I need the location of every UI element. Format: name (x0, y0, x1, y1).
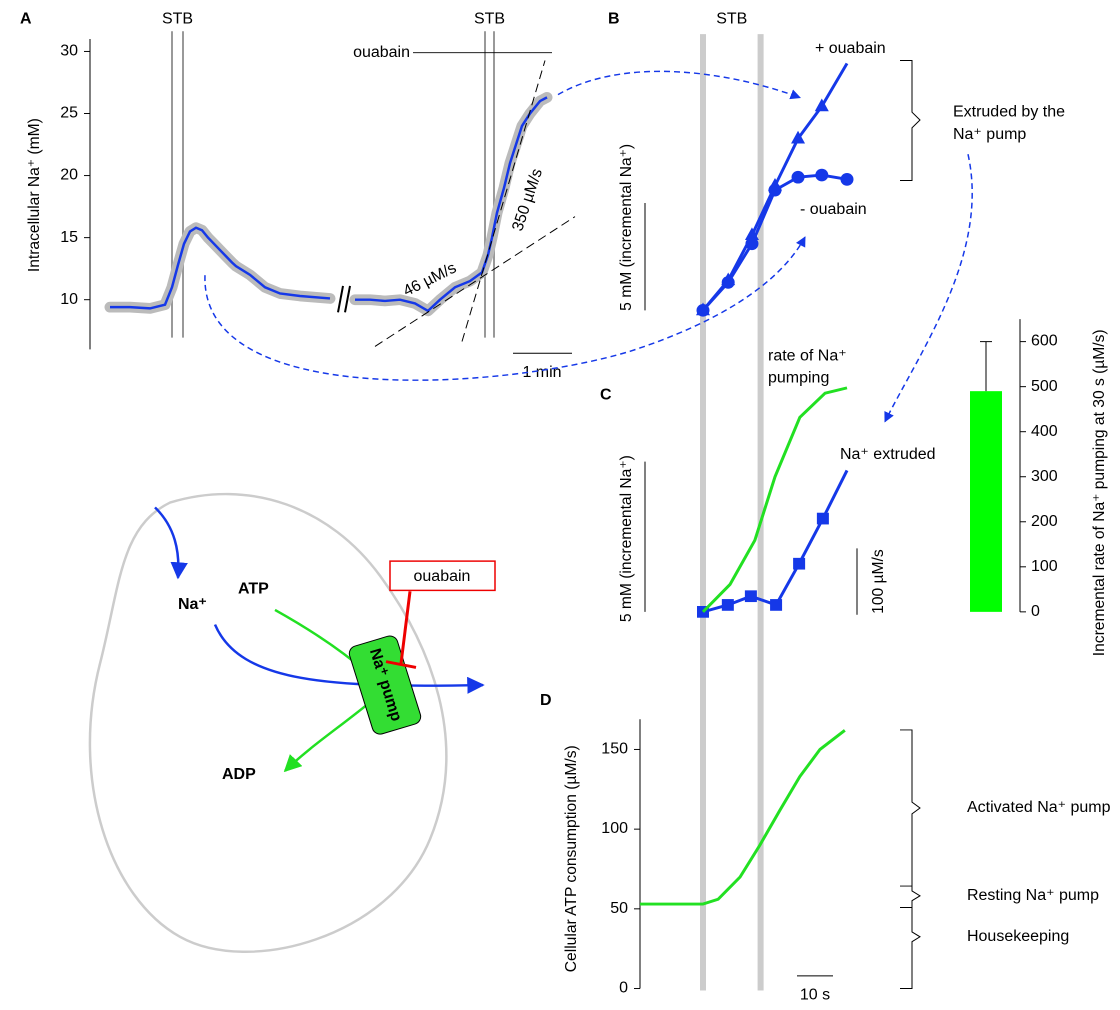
y-axis-label: Incremental rate of Na⁺ pumping at 30 s … (1091, 329, 1108, 656)
inhibition (401, 591, 410, 663)
y-tick-label: 15 (60, 229, 78, 246)
panel-letter: B (608, 11, 620, 28)
event-label: STB (474, 11, 505, 28)
series-label: + ouabain (815, 40, 886, 57)
scale-label: 5 mM (incremental Na⁺) (618, 144, 635, 311)
series-label: pumping (768, 370, 829, 387)
influx-arrow (155, 507, 178, 577)
bar (970, 391, 1002, 612)
data-point (769, 184, 782, 197)
diagram-label: Na⁺ (178, 596, 207, 613)
bracket-label: Housekeeping (967, 928, 1069, 945)
slope-line (375, 217, 575, 347)
connector-arrow (205, 237, 805, 380)
y-tick-label: 100 (601, 820, 628, 837)
y-tick-label: 10 (60, 291, 78, 308)
series-label: Na⁺ extruded (840, 446, 936, 463)
diagram-label: ouabain (414, 568, 471, 585)
connector-arrow (885, 154, 972, 421)
y-tick-label: 25 (60, 105, 78, 122)
series-label: rate of Na⁺ (768, 347, 847, 364)
y-tick-label: 100 (1031, 558, 1058, 575)
bracket-label: Extruded by the (953, 104, 1065, 121)
panel-letter: D (540, 692, 552, 709)
body: {"chart_data":[ {"type":"line","panel":"… (0, 0, 1120, 1010)
data-point (697, 304, 710, 317)
y-tick-label: 500 (1031, 378, 1058, 395)
data-point (722, 276, 735, 289)
y-tick-label: 300 (1031, 468, 1058, 485)
data-point (815, 169, 828, 182)
y-tick-label: 200 (1031, 513, 1058, 530)
bracket (900, 730, 920, 989)
data-point (745, 237, 758, 250)
y-axis-label: Intracellular Na⁺ (mM) (26, 118, 43, 272)
y-tick-label: 50 (610, 900, 628, 917)
scale-label: 100 µM/s (870, 549, 887, 614)
y-tick-label: 400 (1031, 423, 1058, 440)
y-tick-label: 150 (601, 741, 628, 758)
bracket-label: Activated Na⁺ pump (967, 799, 1111, 816)
data-point (722, 599, 734, 611)
y-tick-label: 0 (1031, 603, 1040, 620)
axis-break (338, 286, 343, 312)
series-line (703, 388, 847, 612)
event-label: STB (162, 11, 193, 28)
bracket-label: Na⁺ pump (953, 126, 1027, 143)
y-tick-label: 20 (60, 167, 78, 184)
panel-letter: A (20, 11, 32, 28)
bracket-label: Resting Na⁺ pump (967, 887, 1099, 904)
y-tick-label: 30 (60, 43, 78, 60)
adp-arrow (285, 701, 372, 771)
axis-break (345, 286, 350, 312)
data-point (841, 173, 854, 186)
figure: A 10 15 20 25 30 Intracellular Na⁺ (mM) STB STB o… (0, 0, 1120, 1010)
scale-label: 10 s (800, 987, 830, 1004)
series-line (640, 730, 845, 904)
panel-letter: C (600, 386, 612, 403)
slope-label: 350 µM/s (509, 167, 546, 234)
bracket (900, 61, 920, 181)
page: body{margin:0;background:#fff;font-famil… (0, 0, 1120, 1010)
y-tick-label: 600 (1031, 333, 1058, 350)
data-point (770, 599, 782, 611)
y-axis-label: Cellular ATP consumption (µM/s) (563, 745, 580, 972)
data-point (817, 513, 829, 525)
diagram-label: ATP (238, 581, 269, 598)
data-point (792, 171, 805, 184)
diagram-label: ADP (222, 766, 256, 783)
scale-label: 5 mM (incremental Na⁺) (618, 455, 635, 622)
series-label: - ouabain (800, 201, 867, 218)
annotation: ouabain (353, 44, 410, 61)
data-point (793, 558, 805, 570)
scale-label: 1 min (522, 364, 561, 381)
y-tick-label: 0 (619, 980, 628, 997)
data-point (745, 590, 757, 602)
event-label: STB (716, 11, 747, 28)
connector-arrow (558, 71, 800, 97)
